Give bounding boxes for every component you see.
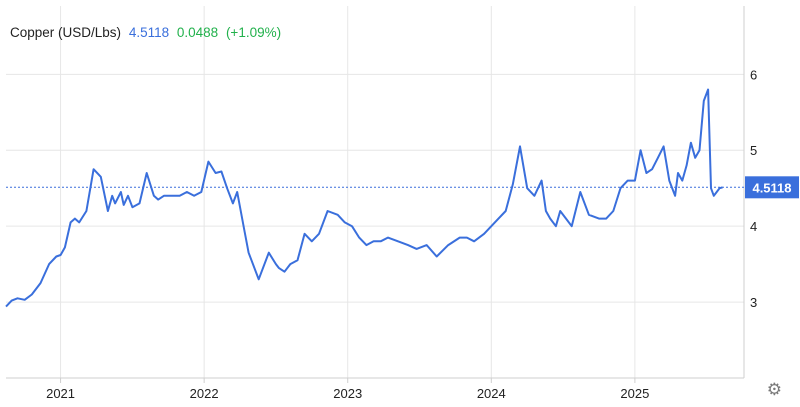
price-marker-layer: 4.5118 bbox=[6, 176, 799, 199]
last-price: 4.5118 bbox=[128, 25, 170, 40]
x-tick-label: 2022 bbox=[190, 386, 219, 401]
price-change: 0.0488 bbox=[176, 25, 219, 40]
x-tick-label: 2024 bbox=[477, 386, 506, 401]
chart-header: Copper (USD/Lbs) 4.5118 0.0488 (+1.09%) bbox=[10, 25, 285, 40]
price-change-percent: (+1.09%) bbox=[225, 25, 282, 40]
y-tick-label: 4 bbox=[750, 219, 757, 234]
x-tick-label: 2021 bbox=[46, 386, 75, 401]
grid bbox=[6, 6, 744, 378]
last-price-tag bbox=[745, 176, 799, 199]
series-layer bbox=[5, 88, 723, 308]
instrument-name: Copper (USD/Lbs) bbox=[10, 25, 122, 40]
x-tick-label: 2025 bbox=[620, 386, 649, 401]
y-tick-label: 5 bbox=[750, 143, 757, 158]
last-price-tag-label: 4.5118 bbox=[752, 180, 791, 195]
x-tick-label: 2023 bbox=[333, 386, 362, 401]
y-tick-label: 3 bbox=[750, 295, 757, 310]
price-series-line bbox=[5, 88, 723, 308]
gear-icon[interactable]: ⚙ bbox=[766, 380, 782, 399]
y-tick-label: 6 bbox=[750, 67, 757, 82]
axes: 3 4 5 6 2021 2022 2023 2024 2025 bbox=[6, 6, 757, 401]
